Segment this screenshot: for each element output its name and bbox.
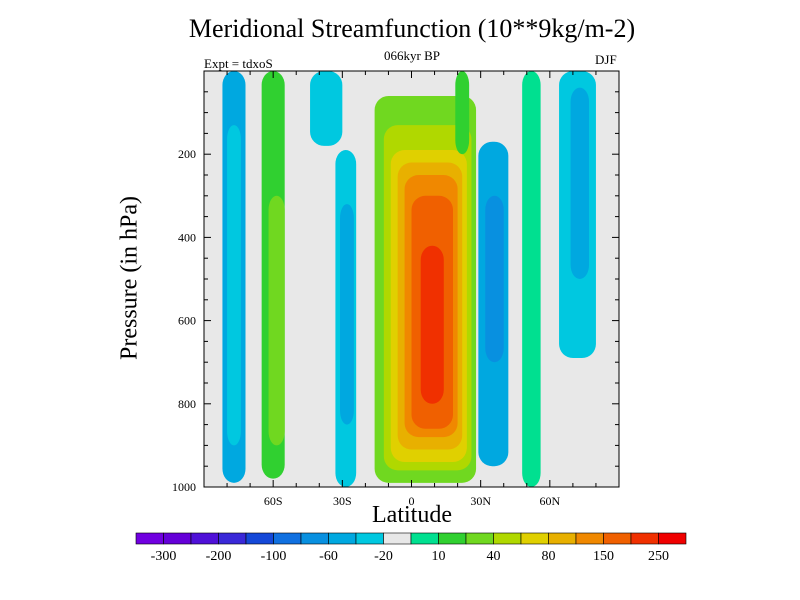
y-tick-label: 600 xyxy=(178,314,196,328)
colorbar-swatch-2 xyxy=(190,532,219,545)
colorbar-swatch-9 xyxy=(383,532,412,545)
chart-subtitle-left: Expt = tdxoS xyxy=(204,56,273,71)
colorbar-label: 150 xyxy=(593,549,614,564)
x-tick-label: 60N xyxy=(539,494,560,508)
y-tick-label: 200 xyxy=(178,147,196,161)
colorbar-swatch-18 xyxy=(630,532,659,545)
colorbar-label: -200 xyxy=(206,549,232,564)
colorbar-swatch-1 xyxy=(163,532,192,545)
contour-cell-16 xyxy=(485,195,504,363)
x-tick-label: 30N xyxy=(470,494,491,508)
chart-subtitle-right: DJF xyxy=(595,52,617,67)
x-axis-label: Latitude xyxy=(372,502,452,528)
chart-subtitle-center: 066kyr BP xyxy=(384,48,440,63)
colorbar-swatch-19 xyxy=(658,532,687,545)
colorbar-swatch-15 xyxy=(548,532,577,545)
contour-cell-19 xyxy=(570,87,590,279)
colorbar-swatch-4 xyxy=(245,532,274,545)
colorbar-label: -60 xyxy=(319,549,338,564)
contour-cell-14 xyxy=(455,71,470,155)
colorbar-swatch-14 xyxy=(520,532,549,545)
colorbar-swatch-3 xyxy=(218,532,247,545)
colorbar-swatch-12 xyxy=(465,532,494,545)
colorbar-label: -100 xyxy=(261,549,287,564)
colorbar-swatch-11 xyxy=(438,532,467,545)
colorbar-swatch-7 xyxy=(328,532,357,545)
contour-cell-6 xyxy=(340,204,354,425)
colorbar-label: 10 xyxy=(432,549,446,564)
colorbar-label: -300 xyxy=(151,549,177,564)
colorbar-label: 40 xyxy=(487,549,501,564)
contour-cell-4 xyxy=(310,71,343,146)
y-tick-label: 1000 xyxy=(172,480,196,494)
y-tick-label: 800 xyxy=(178,397,196,411)
x-tick-label: 30S xyxy=(333,494,352,508)
colorbar-label: 250 xyxy=(648,549,669,564)
y-axis-label: Pressure (in hPa) xyxy=(116,196,143,360)
colorbar-swatch-10 xyxy=(410,532,439,545)
colorbar-swatch-8 xyxy=(355,532,384,545)
x-tick-label: 60S xyxy=(264,494,283,508)
x-tick-label: 0 xyxy=(409,494,415,508)
contour-cell-3 xyxy=(268,195,285,446)
colorbar-swatch-6 xyxy=(300,532,329,545)
contour-cell-17 xyxy=(522,71,541,487)
colorbar-swatch-17 xyxy=(603,532,632,545)
colorbar-swatch-16 xyxy=(575,532,604,545)
colorbar-swatch-5 xyxy=(273,532,302,545)
colorbar-swatch-13 xyxy=(493,532,522,545)
chart-title: Meridional Streamfunction (10**9kg/m-2) xyxy=(188,14,636,43)
contour-cell-1 xyxy=(227,125,241,446)
contour-cell-13 xyxy=(420,245,444,404)
colorbar-label: 80 xyxy=(542,549,556,564)
y-tick-label: 400 xyxy=(178,230,196,244)
colorbar-label: -20 xyxy=(374,549,393,564)
colorbar-swatch-0 xyxy=(135,532,164,545)
